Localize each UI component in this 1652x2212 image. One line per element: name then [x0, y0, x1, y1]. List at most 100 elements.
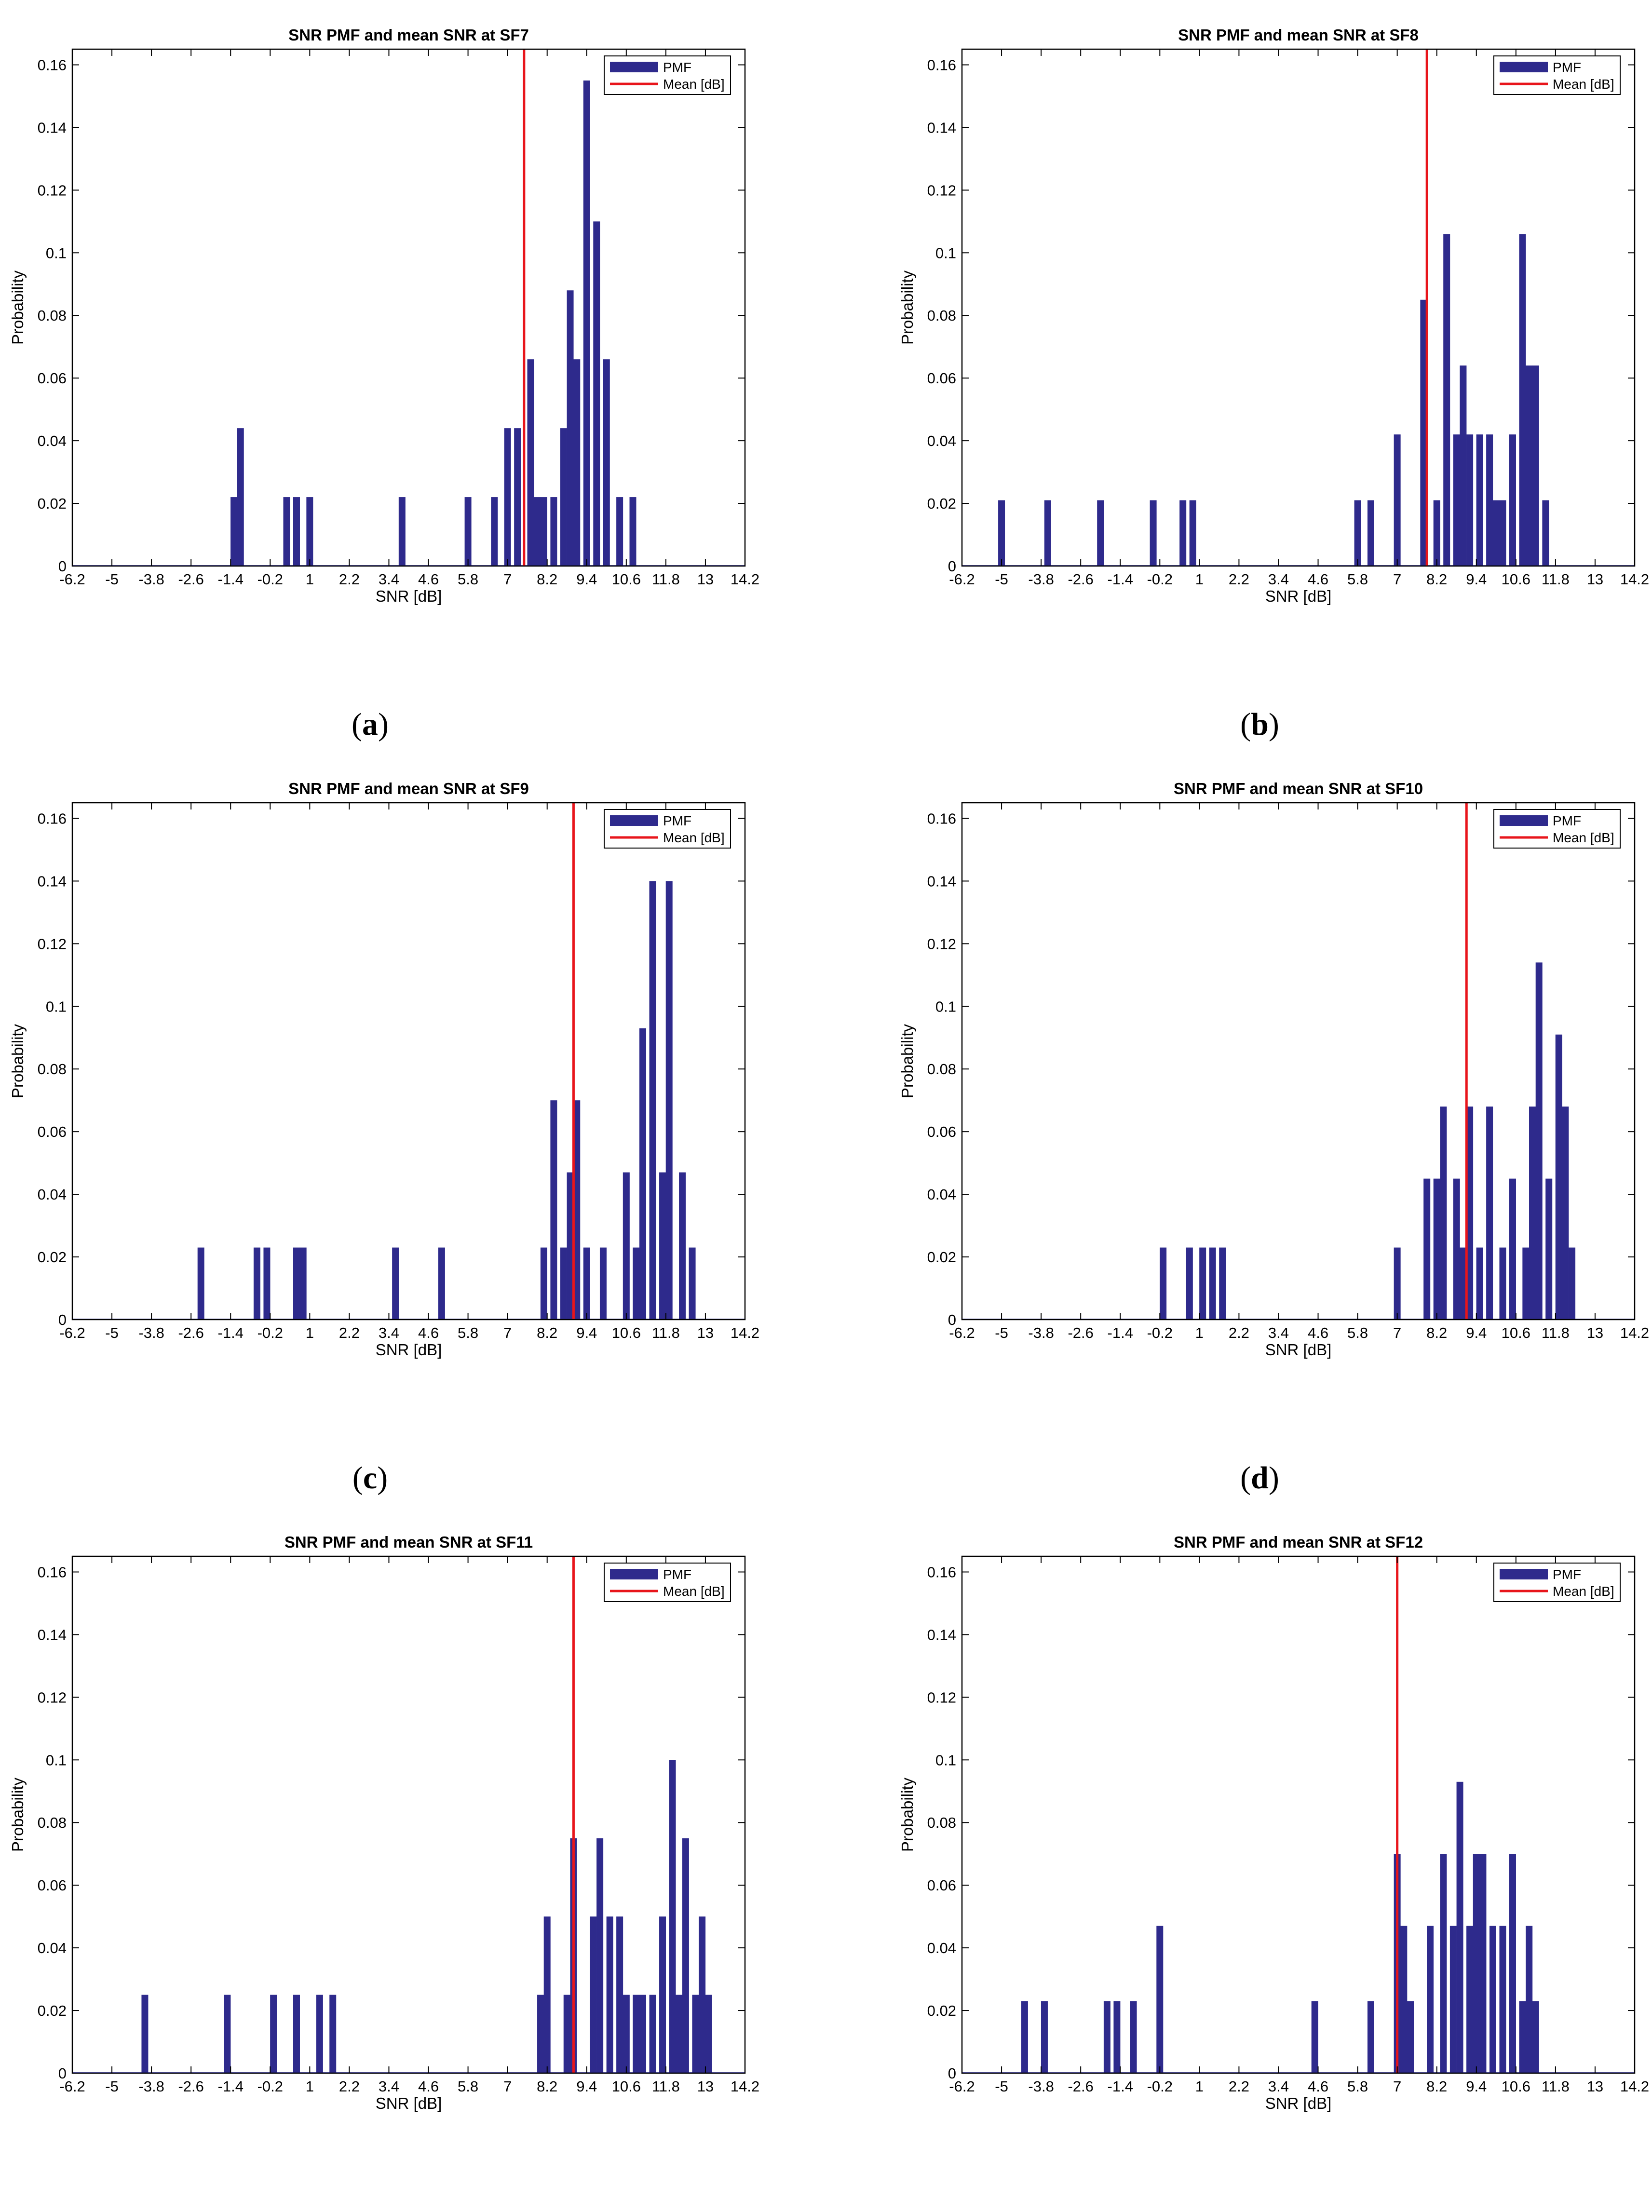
pmf-bar [514, 428, 521, 566]
x-tick-label: -6.2 [59, 2078, 85, 2095]
x-tick-label: -5 [995, 2078, 1008, 2095]
x-tick-label: 8.2 [1426, 2078, 1447, 2095]
pmf-bar [629, 497, 636, 566]
pmf-bar [527, 359, 534, 566]
chart-panel-e: -6.2 -5 -3.8 -2.6 -1.4 -0.2 1 2.2 3.4 4.6 5.8 7 8.2 9… [9, 1533, 759, 2112]
pmf-bar [633, 1247, 640, 1320]
pmf-bar [1509, 1854, 1516, 2073]
axes-frame [71, 802, 746, 1321]
x-axis-label: SNR [dB] [376, 2094, 442, 2112]
y-tick-label: 0.16 [38, 1564, 67, 1580]
y-tick-label: 0.16 [38, 810, 67, 827]
pmf-bar [329, 1995, 337, 2073]
pmf-bar [1156, 1926, 1164, 2073]
pmf-bar [1479, 1854, 1487, 2073]
legend-mean-label: Mean [dB] [1553, 77, 1614, 92]
pmf-bar [1529, 1106, 1536, 1320]
pmf-bar [1209, 1247, 1216, 1320]
x-tick-label: -0.2 [257, 2078, 283, 2095]
x-tick-label: 7 [503, 1324, 512, 1341]
pmf-bar [623, 1172, 630, 1320]
x-tick-label: -5 [995, 571, 1008, 588]
pmf-bar [540, 497, 547, 566]
x-tick-label: 10.6 [612, 571, 641, 588]
y-tick-label: 0.04 [38, 1940, 67, 1956]
axes-frame [961, 1555, 1636, 2074]
pmf-bar [1186, 1247, 1193, 1320]
x-tick-label: 14.2 [1620, 2078, 1649, 2095]
x-tick-label: -3.8 [1028, 1324, 1054, 1341]
pmf-bar [1562, 1106, 1569, 1320]
x-tick-label: -6.2 [949, 1324, 975, 1341]
y-tick-label: 0.08 [38, 1814, 67, 1831]
legend: PMF Mean [dB] [1493, 809, 1621, 849]
pmf-bar [540, 1247, 547, 1320]
pmf-bar [1367, 2001, 1374, 2073]
pmf-bar [1097, 500, 1104, 566]
pmf-bar [1453, 1178, 1460, 1320]
y-tick-label: 0.12 [927, 1689, 956, 1706]
y-tick-label: 0.1 [46, 244, 67, 261]
x-tick-label: 4.6 [1308, 571, 1328, 588]
chart-title: SNR PMF and mean SNR at SF11 [284, 1533, 533, 1551]
legend-mean-label: Mean [dB] [663, 830, 725, 845]
pmf-bar [230, 497, 238, 566]
x-tick-label: 11.8 [1542, 571, 1570, 588]
plot-area [72, 803, 745, 1320]
y-tick-label: 0 [948, 1311, 956, 1328]
y-tick-label: 0 [58, 1311, 67, 1328]
y-axis-label: Probability [9, 1777, 27, 1852]
x-tick-label: 4.6 [1308, 1324, 1328, 1341]
pmf-bar [438, 1247, 445, 1320]
pmf-bar [616, 497, 623, 566]
chart-title: SNR PMF and mean SNR at SF7 [288, 26, 529, 44]
pmf-bar [606, 1916, 613, 2073]
pmf-bar [623, 1995, 630, 2073]
y-tick-label: 0.16 [38, 56, 67, 73]
x-tick-label: -2.6 [1068, 1324, 1093, 1341]
legend-pmf-swatch [1500, 62, 1548, 72]
x-tick-label: -2.6 [178, 1324, 203, 1341]
pmf-bar [1199, 1247, 1206, 1320]
pmf-bar [293, 1247, 300, 1320]
y-axis-label: Probability [9, 270, 27, 345]
pmf-bar [1486, 1106, 1493, 1320]
pmf-bar [639, 1028, 647, 1320]
x-tick-label: -3.8 [1028, 571, 1054, 588]
y-tick-label: 0.12 [927, 935, 956, 952]
x-tick-label: 5.8 [458, 1324, 478, 1341]
x-tick-label: 10.6 [1502, 2078, 1530, 2095]
x-tick-label: -0.2 [1147, 571, 1173, 588]
x-tick-label: 3.4 [1268, 2078, 1289, 2095]
pmf-bar [679, 1172, 686, 1320]
y-tick-label: 0 [948, 2065, 956, 2082]
x-tick-label: -3.8 [138, 2078, 164, 2095]
legend-pmf-label: PMF [1553, 813, 1581, 828]
x-tick-label: 10.6 [612, 2078, 641, 2095]
x-tick-label: 14.2 [1620, 1324, 1649, 1341]
x-tick-label: 9.4 [1466, 1324, 1487, 1341]
pmf-bar [1367, 500, 1374, 566]
x-tick-label: 13 [1587, 1324, 1603, 1341]
pmf-bar [1440, 1106, 1447, 1320]
x-tick-label: 8.2 [537, 571, 557, 588]
x-tick-label: -2.6 [1068, 571, 1093, 588]
pmf-bar [560, 428, 567, 566]
y-axis-label: Probability [898, 1777, 916, 1852]
x-tick-label: 9.4 [1466, 2078, 1487, 2095]
x-tick-label: 13 [697, 1324, 714, 1341]
x-tick-label: -5 [105, 1324, 119, 1341]
legend-pmf-label: PMF [663, 1567, 691, 1582]
pmf-bar [1519, 234, 1526, 566]
panel-label: (d) [1240, 1460, 1279, 1496]
y-tick-label: 0.12 [38, 182, 67, 199]
x-axis-label: SNR [dB] [1265, 2094, 1332, 2112]
y-tick-label: 0.16 [927, 1564, 956, 1580]
chart-panel-a: -6.2 -5 -3.8 -2.6 -1.4 -0.2 1 2.2 3.4 4.6 5.8 7 8.2 9… [9, 26, 759, 742]
chart-panel-b: -6.2 -5 -3.8 -2.6 -1.4 -0.2 1 2.2 3.4 4.6 5.8 7 8.2 9… [898, 26, 1649, 742]
legend-mean-label: Mean [dB] [663, 1584, 725, 1599]
pmf-bar [560, 1247, 567, 1320]
pmf-bar [1460, 1247, 1467, 1320]
pmf-bar [316, 1995, 323, 2073]
x-tick-label: -0.2 [1147, 2078, 1173, 2095]
